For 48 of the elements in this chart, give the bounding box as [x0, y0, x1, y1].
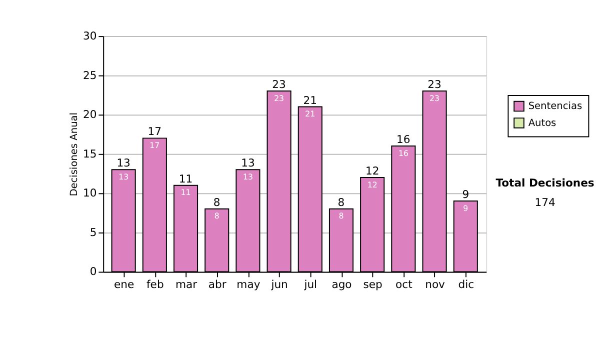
data-label: 21	[305, 110, 316, 119]
x-tick-label: feb	[146, 278, 164, 291]
y-tick-label: 20	[82, 108, 97, 122]
y-tick-label: 15	[82, 147, 97, 160]
x-tick-label: may	[236, 278, 261, 291]
data-label: 12	[367, 180, 378, 190]
data-label: 8	[338, 212, 344, 221]
x-tick-label: jun	[270, 278, 288, 291]
y-axis-title: Decisiones Anual	[69, 112, 80, 196]
total-label: 12	[365, 164, 380, 178]
data-label: 11	[180, 188, 191, 198]
x-tick-label: mar	[175, 278, 198, 291]
y-tick-label: 5	[90, 226, 97, 239]
x-tick-label: abr	[208, 278, 227, 291]
total-label: 23	[428, 78, 442, 92]
total-label: 9	[462, 188, 470, 202]
total-label: 23	[272, 78, 286, 92]
x-tick-label: ene	[114, 278, 134, 291]
data-label: 9	[463, 204, 468, 213]
data-label: 23	[274, 94, 284, 103]
x-tick-label: jul	[303, 278, 318, 291]
x-tick-label: oct	[396, 278, 412, 291]
data-label: 13	[118, 172, 129, 182]
total-label: 16	[396, 133, 410, 146]
y-tick-label: 30	[82, 30, 97, 42]
text: Total Decisiones	[496, 176, 594, 190]
data-label: 17	[150, 141, 160, 150]
x-tick-label: ago	[332, 278, 352, 291]
legend-label: Sentencias	[528, 101, 582, 112]
data-label: 16	[398, 148, 408, 158]
x-tick-label: dic	[458, 278, 474, 291]
total-label: 11	[178, 172, 193, 186]
text: 174	[534, 196, 556, 209]
total-label: 13	[116, 156, 130, 170]
y-tick-label: 25	[82, 68, 97, 82]
total-label: 17	[148, 125, 162, 138]
y-tick-label: 0	[90, 265, 97, 278]
data-label: 13	[242, 172, 253, 182]
x-tick-label: sep	[363, 278, 383, 291]
y-tick-label: 10	[82, 186, 97, 200]
x-tick-label: nov	[425, 278, 446, 291]
data-label: 8	[214, 212, 220, 221]
total-label: 13	[241, 156, 255, 170]
total-label: 8	[213, 196, 220, 209]
total-label: 8	[338, 196, 345, 209]
legend-label: Autos	[528, 118, 556, 129]
data-label: 23	[430, 94, 440, 103]
total-label: 21	[303, 94, 318, 107]
